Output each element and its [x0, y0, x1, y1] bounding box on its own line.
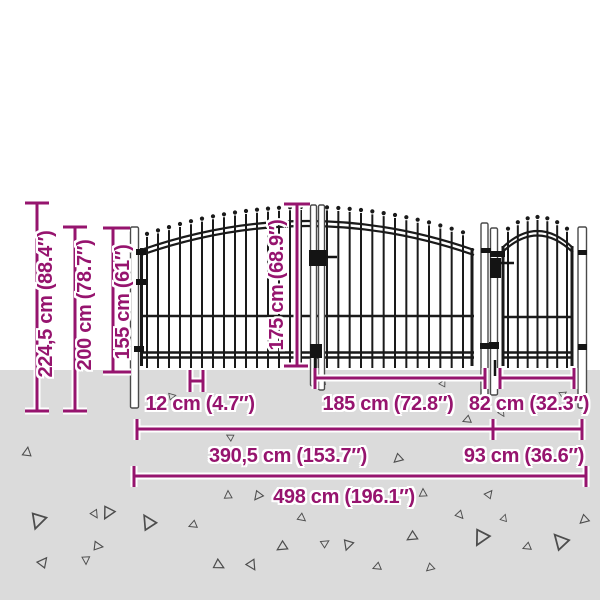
bottom-rails: [141, 351, 573, 359]
dim-label-small-gate-width: 82 cm (32.3″): [468, 393, 590, 415]
fence-illustration: [129, 204, 588, 409]
dim-label-gate-leaf-width: 185 cm (72.8″): [322, 393, 454, 415]
dim-label-side-height: 155 cm (61″): [112, 244, 134, 360]
dim-label-bar-spacing: 12 cm (4.7″): [145, 393, 255, 415]
dim-label-total-height: 224,5 cm (88.4″): [35, 230, 57, 378]
dim-label-height-above-ground: 200 cm (78.7″): [74, 239, 96, 371]
ground: [0, 370, 600, 600]
big-gate-top-rail-lower: [140, 224, 475, 257]
right-end-post: [577, 226, 588, 409]
center-post-right: [317, 204, 326, 391]
gate-stiles: [140, 246, 574, 366]
fence-bars: [144, 204, 570, 368]
big-gate-top-rail-upper: [140, 219, 475, 252]
small-gate-top-rail-upper: [501, 229, 574, 249]
divider-post-left: [480, 222, 489, 407]
dim-label-total-width: 498 cm (196.1″): [273, 486, 415, 508]
mid-rails: [141, 314, 573, 319]
dim-label-gate-height: 175 cm (68.9″): [266, 219, 288, 351]
dim-label-single-gate-section: 93 cm (36.6″): [463, 445, 585, 467]
dim-label-double-gate-section: 390,5 cm (153.7″): [209, 445, 367, 467]
left-end-post: [129, 226, 140, 409]
small-gate-top-rail-lower: [501, 234, 574, 254]
